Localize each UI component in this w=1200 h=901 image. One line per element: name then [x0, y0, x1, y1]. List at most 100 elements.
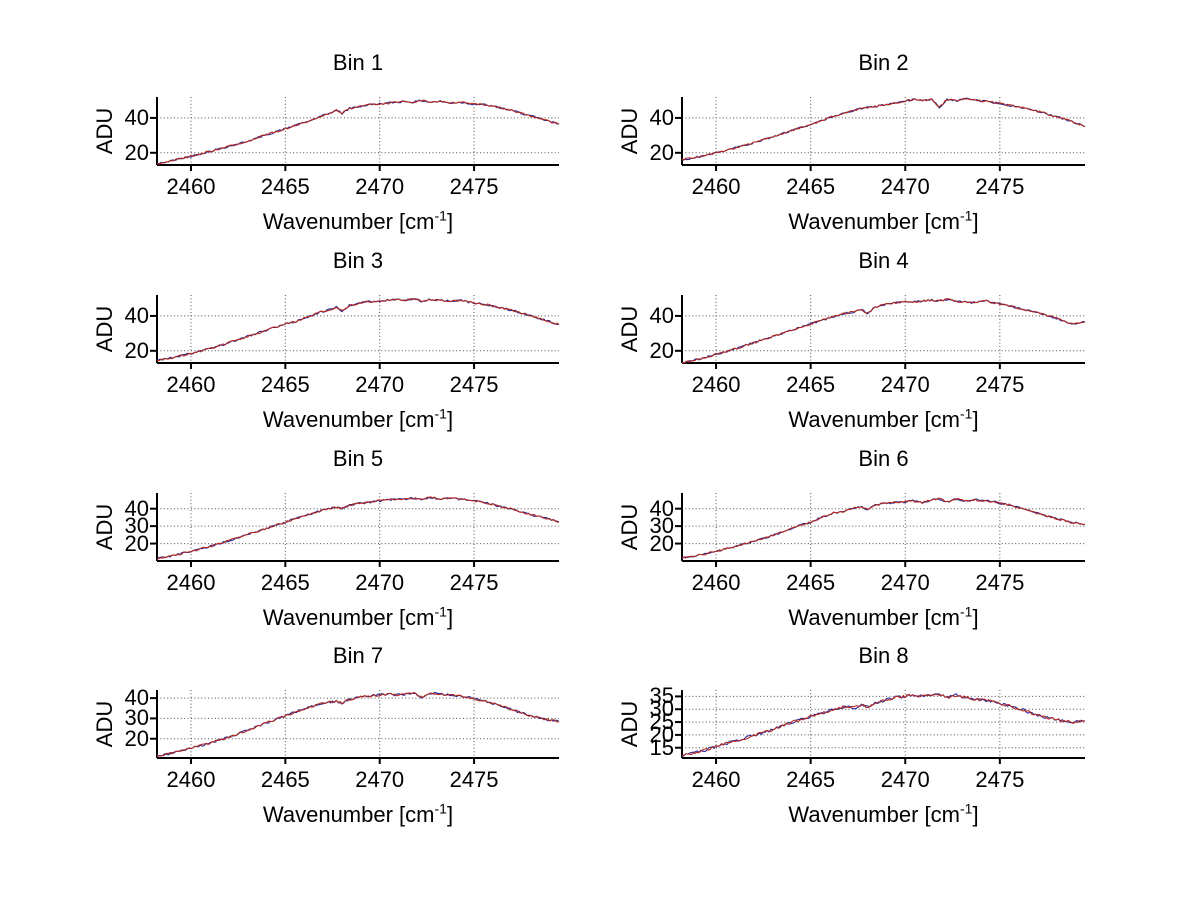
x-axis-label: Wavenumber [cm-1] — [682, 209, 1085, 235]
x-axis-label-sup: -1 — [434, 800, 447, 817]
x-tick-label: 2460 — [691, 570, 741, 595]
y-tick-label: 20 — [649, 530, 674, 556]
y-tick-label: 20 — [649, 139, 674, 165]
x-tick-label: 2475 — [449, 767, 499, 792]
x-axis-label-sup: -1 — [960, 405, 973, 422]
y-tick-label: 20 — [649, 337, 674, 363]
spectrum-plot — [150, 493, 560, 567]
y-axis-label: ADU — [617, 107, 642, 155]
y-tick-label: 40 — [124, 495, 149, 521]
spectrum-trace-blue — [681, 498, 1086, 560]
y-tick-label: 30 — [124, 513, 149, 539]
x-axis-label: Wavenumber [cm-1] — [682, 407, 1085, 433]
x-axis-label-suffix: ] — [972, 802, 979, 827]
axes — [675, 97, 1085, 171]
plot-title: Bin 3 — [332, 248, 384, 273]
x-axis-label-sup: -1 — [960, 207, 973, 224]
y-tick-label: 35 — [649, 683, 674, 709]
grid-lines — [157, 690, 559, 758]
x-axis-label: Wavenumber [cm-1] — [157, 209, 559, 235]
x-tick-label: 2460 — [691, 174, 741, 199]
x-tick-label: 2470 — [880, 767, 930, 792]
x-tick-label: 2475 — [975, 570, 1025, 595]
x-axis-label-suffix: ] — [446, 209, 454, 234]
x-axis-label-suffix: ] — [972, 209, 979, 234]
plot-title: Bin 7 — [332, 643, 384, 668]
grid-lines — [682, 493, 1085, 561]
x-axis-label-prefix: Wavenumber [cm — [262, 407, 435, 432]
plot-title: Bin 2 — [858, 50, 909, 75]
x-tick-label: 2460 — [691, 767, 741, 792]
spectrum-plot — [150, 97, 560, 171]
x-tick-label: 2460 — [691, 372, 741, 397]
y-axis-label: ADU — [92, 107, 117, 155]
x-tick-label: 2465 — [260, 767, 310, 792]
x-axis-label-prefix: Wavenumber [cm — [788, 802, 960, 827]
y-tick-label: 40 — [649, 302, 674, 328]
x-tick-label: 2460 — [166, 570, 216, 595]
y-axis-label: ADU — [617, 503, 642, 551]
spectrum-plot — [675, 493, 1086, 567]
x-tick-label: 2465 — [786, 372, 836, 397]
x-axis-label-suffix: ] — [446, 802, 454, 827]
x-axis-label-sup: -1 — [434, 405, 447, 422]
y-tick-label: 20 — [124, 139, 149, 165]
axes — [675, 295, 1085, 369]
spectrum-trace-red — [156, 691, 560, 757]
y-tick-label: 40 — [124, 685, 149, 711]
x-axis-label-suffix: ] — [972, 407, 979, 432]
spectrum-trace-blue — [681, 97, 1086, 161]
x-tick-label: 2465 — [260, 174, 310, 199]
x-tick-label: 2475 — [975, 174, 1025, 199]
x-axis-label-sup: -1 — [434, 603, 447, 620]
y-axis-label: ADU — [92, 305, 117, 353]
y-axis-label: ADU — [617, 700, 642, 748]
axes — [150, 97, 559, 171]
x-axis-label-prefix: Wavenumber [cm — [788, 605, 960, 630]
x-axis-label-sup: -1 — [960, 800, 973, 817]
y-tick-label: 40 — [124, 104, 149, 130]
x-tick-label: 2475 — [449, 570, 499, 595]
grid-lines — [682, 690, 1085, 758]
x-tick-label: 2465 — [786, 570, 836, 595]
x-axis-label-prefix: Wavenumber [cm — [788, 209, 960, 234]
x-axis-label-prefix: Wavenumber [cm — [262, 605, 435, 630]
plot-title: Bin 8 — [858, 643, 909, 668]
spectrum-plot — [150, 690, 560, 764]
x-axis-label-prefix: Wavenumber [cm — [262, 209, 435, 234]
spectrum-trace-red — [156, 99, 560, 165]
x-tick-label: 2470 — [880, 372, 930, 397]
x-axis-label-sup: -1 — [434, 207, 447, 224]
axes — [150, 295, 559, 369]
y-tick-label: 15 — [649, 734, 674, 760]
y-tick-label: 40 — [649, 104, 674, 130]
x-tick-label: 2465 — [786, 174, 836, 199]
spectrum-trace-blue — [681, 298, 1086, 364]
y-tick-label: 30 — [649, 513, 674, 539]
y-tick-label: 30 — [649, 696, 674, 722]
plot-title: Bin 5 — [332, 446, 384, 471]
x-tick-label: 2475 — [449, 174, 499, 199]
y-tick-label: 20 — [649, 721, 674, 747]
x-tick-label: 2470 — [355, 767, 405, 792]
x-axis-label-suffix: ] — [446, 605, 454, 630]
y-tick-label: 25 — [649, 709, 674, 735]
spectrum-trace-blue — [156, 297, 560, 362]
x-tick-label: 2475 — [449, 372, 499, 397]
spectrum-trace-blue — [156, 99, 560, 165]
plot-title: Bin 4 — [858, 248, 909, 273]
x-tick-label: 2465 — [260, 372, 310, 397]
x-tick-label: 2475 — [975, 372, 1025, 397]
x-axis-label-suffix: ] — [972, 605, 979, 630]
x-tick-label: 2470 — [355, 570, 405, 595]
axes — [675, 493, 1085, 567]
y-tick-label: 40 — [124, 302, 149, 328]
x-axis-label: Wavenumber [cm-1] — [157, 605, 559, 631]
spectrum-plot — [150, 295, 560, 369]
spectrum-trace-red — [156, 496, 560, 560]
x-axis-label: Wavenumber [cm-1] — [157, 802, 559, 828]
